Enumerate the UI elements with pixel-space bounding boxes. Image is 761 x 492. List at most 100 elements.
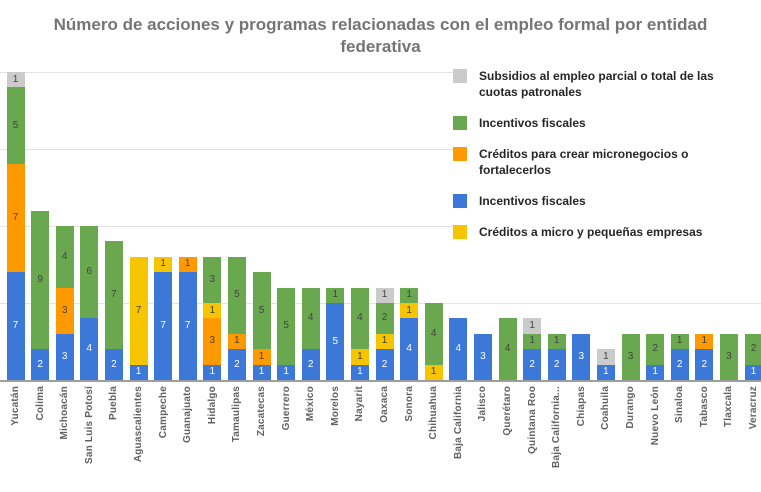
x-axis-label: Jalisco — [477, 386, 489, 422]
bar-segment-green[interactable]: 5 — [6, 87, 25, 165]
bar-segment-blue[interactable]: 7 — [154, 272, 173, 380]
bar-segment-blue[interactable]: 2 — [227, 349, 246, 380]
bar-segment-yellow[interactable]: 1 — [400, 303, 419, 319]
bar-segment-value: 3 — [480, 350, 486, 362]
bar-segment-blue[interactable]: 1 — [129, 364, 148, 380]
bar-segment-blue[interactable]: 1 — [350, 364, 369, 380]
bar-segment-blue[interactable]: 3 — [55, 333, 74, 380]
legend-swatch-green — [453, 116, 467, 130]
bar-segment-blue[interactable]: 2 — [695, 349, 714, 380]
bar-segment-orange[interactable]: 1 — [695, 333, 714, 350]
bar-segment-green[interactable]: 9 — [31, 210, 50, 350]
bar-segment-green[interactable]: 2 — [375, 303, 394, 334]
bar-segment-value: 4 — [61, 250, 68, 262]
bar-segment-green[interactable]: 4 — [424, 303, 443, 365]
bar-segment-value: 1 — [603, 366, 609, 378]
legend-swatch-orange — [453, 147, 467, 161]
bar-segment-yellow[interactable]: 1 — [203, 303, 222, 319]
bar-segment-green[interactable]: 3 — [203, 256, 222, 303]
bar-segment-gray[interactable]: 1 — [523, 318, 542, 334]
bar-segment-blue[interactable]: 4 — [449, 318, 468, 380]
x-axis-line — [0, 380, 761, 382]
bar-segment-orange[interactable]: 1 — [252, 349, 271, 365]
x-axis-label: Tlaxcala — [723, 386, 735, 428]
bar-segment-blue[interactable]: 1 — [277, 364, 296, 380]
bar-segment-green[interactable]: 5 — [252, 272, 271, 350]
bar-segment-blue[interactable]: 7 — [6, 272, 25, 380]
bar-segment-blue[interactable]: 2 — [104, 349, 123, 380]
bar-segment-value: 2 — [234, 358, 240, 370]
bar-segment-yellow[interactable]: 1 — [154, 256, 173, 273]
bar-segment-yellow[interactable]: 1 — [375, 333, 394, 350]
bar-segment-gray[interactable]: 1 — [6, 72, 25, 88]
bar-segment-blue[interactable]: 2 — [523, 349, 542, 380]
bar-segment-blue[interactable]: 2 — [301, 349, 320, 380]
x-axis-label: Tabasco — [698, 386, 710, 428]
bar-segment-blue[interactable]: 1 — [646, 364, 665, 380]
bar-segment-yellow[interactable]: 1 — [350, 349, 369, 365]
bar-segment-value: 3 — [627, 350, 634, 362]
bar-segment-blue[interactable]: 4 — [80, 318, 99, 380]
bar-segment-green[interactable]: 5 — [227, 256, 246, 334]
bar-segment-blue[interactable]: 3 — [473, 333, 492, 380]
bar-segment-green[interactable]: 4 — [350, 287, 369, 350]
x-axis-label: Aguascalientes — [133, 386, 144, 463]
bar-segment-value: 3 — [61, 304, 68, 316]
bar-segment-value: 1 — [676, 335, 683, 347]
bar-segment-green[interactable]: 1 — [326, 287, 345, 303]
bar-segment-value: 4 — [504, 343, 511, 355]
bar-segment-green[interactable]: 1 — [547, 333, 566, 350]
bar-segment-green[interactable]: 1 — [523, 333, 542, 350]
bar-segment-gray[interactable]: 1 — [596, 349, 615, 365]
bar-segment-green[interactable]: 4 — [498, 318, 517, 380]
bar-segment-blue[interactable]: 2 — [375, 349, 394, 380]
bar-segment-green[interactable]: 3 — [621, 333, 640, 380]
bar-segment-value: 3 — [578, 350, 585, 362]
bar-segment-green[interactable]: 4 — [55, 226, 74, 288]
bar-segment-blue[interactable]: 2 — [670, 349, 689, 380]
bar-segment-blue[interactable]: 1 — [252, 364, 271, 380]
bar-segment-value: 5 — [258, 304, 265, 316]
bar-segment-value: 5 — [234, 289, 240, 301]
bar-segment-yellow[interactable]: 1 — [424, 364, 443, 380]
bar-segment-blue[interactable]: 1 — [203, 364, 222, 380]
bar-segment-green[interactable]: 2 — [744, 333, 761, 365]
bar-segment-value: 1 — [529, 320, 535, 332]
bar-segment-value: 4 — [357, 312, 363, 324]
bar-segment-orange[interactable]: 1 — [227, 333, 246, 350]
legend-label: Créditos para crear micronegocios o fort… — [479, 147, 689, 177]
x-axis-label: Morelos — [329, 386, 341, 426]
x-axis-label: Chihuahua — [428, 386, 440, 440]
bar-segment-yellow[interactable]: 7 — [129, 256, 148, 365]
bar-segment-blue[interactable]: 2 — [547, 349, 566, 380]
bar-segment-green[interactable]: 1 — [670, 333, 689, 350]
x-axis-label: San Luis Potosí — [83, 386, 95, 465]
bar-segment-blue[interactable]: 1 — [744, 364, 761, 380]
bar-segment-blue[interactable]: 4 — [400, 318, 419, 380]
bar-segment-green[interactable]: 4 — [301, 287, 320, 350]
bar-segment-green[interactable]: 2 — [646, 333, 665, 365]
bar-segment-green[interactable]: 6 — [80, 226, 99, 319]
x-axis-label: Colima — [34, 386, 46, 421]
bar-segment-green[interactable]: 3 — [719, 333, 738, 380]
bar-segment-blue[interactable]: 1 — [596, 364, 615, 380]
bar-segment-green[interactable]: 1 — [400, 287, 419, 303]
x-axis-label: Oaxaca — [379, 386, 390, 423]
bar-segment-blue[interactable]: 5 — [326, 303, 345, 380]
bar-segment-value: 2 — [676, 358, 683, 370]
bar-segment-value: 1 — [258, 366, 265, 378]
bar-segment-orange[interactable]: 3 — [55, 287, 74, 334]
bar-segment-orange[interactable]: 3 — [203, 318, 222, 365]
bar-segment-blue[interactable]: 7 — [178, 272, 197, 380]
bar-segment-blue[interactable]: 3 — [572, 333, 591, 380]
bar-segment-green[interactable]: 7 — [104, 241, 123, 350]
bar-segment-value: 5 — [12, 119, 19, 131]
bar-segment-green[interactable]: 5 — [277, 287, 296, 365]
bar-segment-gray[interactable]: 1 — [375, 287, 394, 303]
bar-segment-value: 2 — [652, 343, 658, 355]
bar-segment-blue[interactable]: 2 — [31, 349, 50, 380]
bar-segment-orange[interactable]: 1 — [178, 256, 197, 273]
bar-segment-orange[interactable]: 7 — [6, 164, 25, 273]
legend-label: Subsidios al empleo parcial o total de l… — [479, 69, 714, 99]
